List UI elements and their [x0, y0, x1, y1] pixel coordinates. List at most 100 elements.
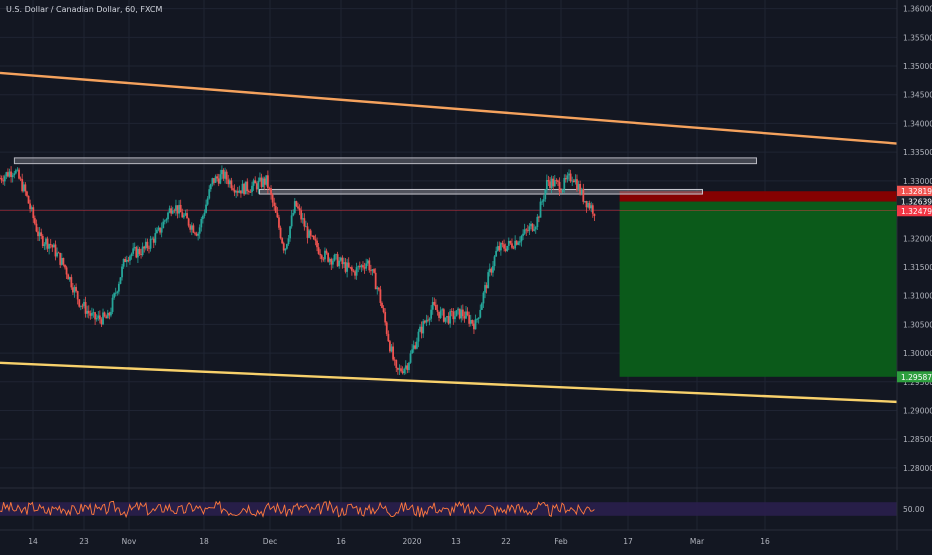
- candle-body: [457, 308, 459, 311]
- price-label: 1.32639: [901, 198, 932, 207]
- stop-loss-zone: [619, 191, 897, 202]
- candle-body: [195, 233, 198, 236]
- candle-body: [493, 256, 496, 267]
- candle-body: [33, 218, 36, 224]
- candle-body: [566, 175, 569, 180]
- candle-body: [373, 269, 375, 273]
- candle-body: [330, 258, 333, 265]
- candle-body: [190, 225, 193, 230]
- price-tick-label: 1.35000: [903, 62, 932, 71]
- time-tick-label: Dec: [263, 537, 278, 546]
- candle-body: [555, 180, 558, 182]
- candle-body: [133, 247, 136, 249]
- candle-body: [561, 189, 564, 193]
- candle-body: [181, 212, 184, 218]
- candle-body: [124, 259, 127, 263]
- time-tick-label: 23: [79, 537, 89, 546]
- candle-body: [357, 266, 360, 268]
- candle-body: [377, 287, 380, 290]
- candle-body: [354, 271, 356, 276]
- candle-body: [528, 226, 531, 231]
- candle-body: [449, 311, 452, 324]
- candle-body: [308, 230, 310, 238]
- candle-body: [442, 309, 445, 322]
- symbol-title: U.S. Dollar / Canadian Dollar, 60, FXCM: [6, 5, 163, 14]
- candle-body: [392, 346, 394, 360]
- candle-body: [165, 219, 168, 221]
- candle-body: [477, 317, 480, 319]
- candle-body: [454, 316, 456, 320]
- time-tick-label: Feb: [554, 537, 568, 546]
- candle-body: [102, 312, 104, 325]
- candle-body: [531, 223, 534, 231]
- candle-body: [60, 257, 63, 265]
- candle-body: [70, 277, 73, 288]
- time-tick-label: 14: [28, 537, 38, 546]
- candle-body: [346, 262, 349, 272]
- candle-body: [238, 190, 241, 193]
- rsi-tick-label: 50.00: [903, 505, 925, 514]
- candle-body: [558, 181, 561, 192]
- candle-body: [59, 252, 62, 265]
- candle-body: [417, 331, 420, 342]
- candle-body: [205, 204, 207, 213]
- candle-body: [113, 293, 116, 298]
- candle-body: [408, 362, 410, 371]
- candle-body: [582, 188, 585, 202]
- candle-body: [68, 277, 71, 280]
- candle-body: [587, 203, 589, 208]
- candle-body: [189, 225, 192, 230]
- candle-body: [235, 191, 238, 193]
- candle-body: [132, 248, 135, 254]
- candle-body: [511, 243, 513, 248]
- candle-body: [268, 188, 271, 189]
- price-tick-label: 1.31000: [903, 292, 932, 301]
- candle-body: [414, 345, 417, 349]
- candle-body: [439, 310, 442, 318]
- candle-body: [409, 353, 412, 363]
- candle-body: [108, 312, 111, 316]
- candle-body: [552, 178, 555, 187]
- candle-body: [233, 189, 236, 193]
- candle-body: [480, 303, 483, 310]
- candle-body: [3, 176, 6, 182]
- candle-body: [533, 229, 536, 231]
- candle-body: [438, 311, 440, 318]
- candle-body: [140, 254, 142, 256]
- candle-body: [184, 213, 187, 216]
- candle-body: [265, 175, 268, 185]
- candle-body: [119, 277, 122, 284]
- candle-body: [545, 180, 548, 190]
- candle-body: [48, 244, 51, 249]
- candle-body: [14, 170, 17, 174]
- candle-body: [97, 315, 100, 318]
- candle-body: [26, 191, 28, 196]
- candle-body: [590, 205, 593, 209]
- candle-body: [517, 242, 520, 245]
- candle-body: [403, 368, 406, 374]
- candle-body: [507, 240, 510, 246]
- candle-body: [92, 312, 95, 314]
- candle-body: [35, 223, 38, 232]
- candle-body: [482, 292, 485, 304]
- candle-body: [43, 244, 46, 246]
- candle-body: [325, 250, 328, 254]
- candle-body: [52, 244, 55, 248]
- candle-body: [255, 183, 258, 190]
- candle-body: [553, 180, 556, 187]
- candle-body: [81, 305, 84, 307]
- candle-body: [57, 252, 60, 254]
- candle-body: [434, 304, 437, 310]
- candle-body: [300, 210, 303, 220]
- resistance-zone: [13, 157, 758, 165]
- candle-body: [252, 180, 255, 186]
- candle-body: [400, 368, 402, 372]
- candle-body: [29, 203, 32, 210]
- candle-body: [441, 309, 444, 311]
- candle-body: [522, 233, 524, 236]
- candle-body: [175, 205, 177, 211]
- candle-body: [574, 179, 577, 183]
- time-tick-label: 18: [199, 537, 209, 546]
